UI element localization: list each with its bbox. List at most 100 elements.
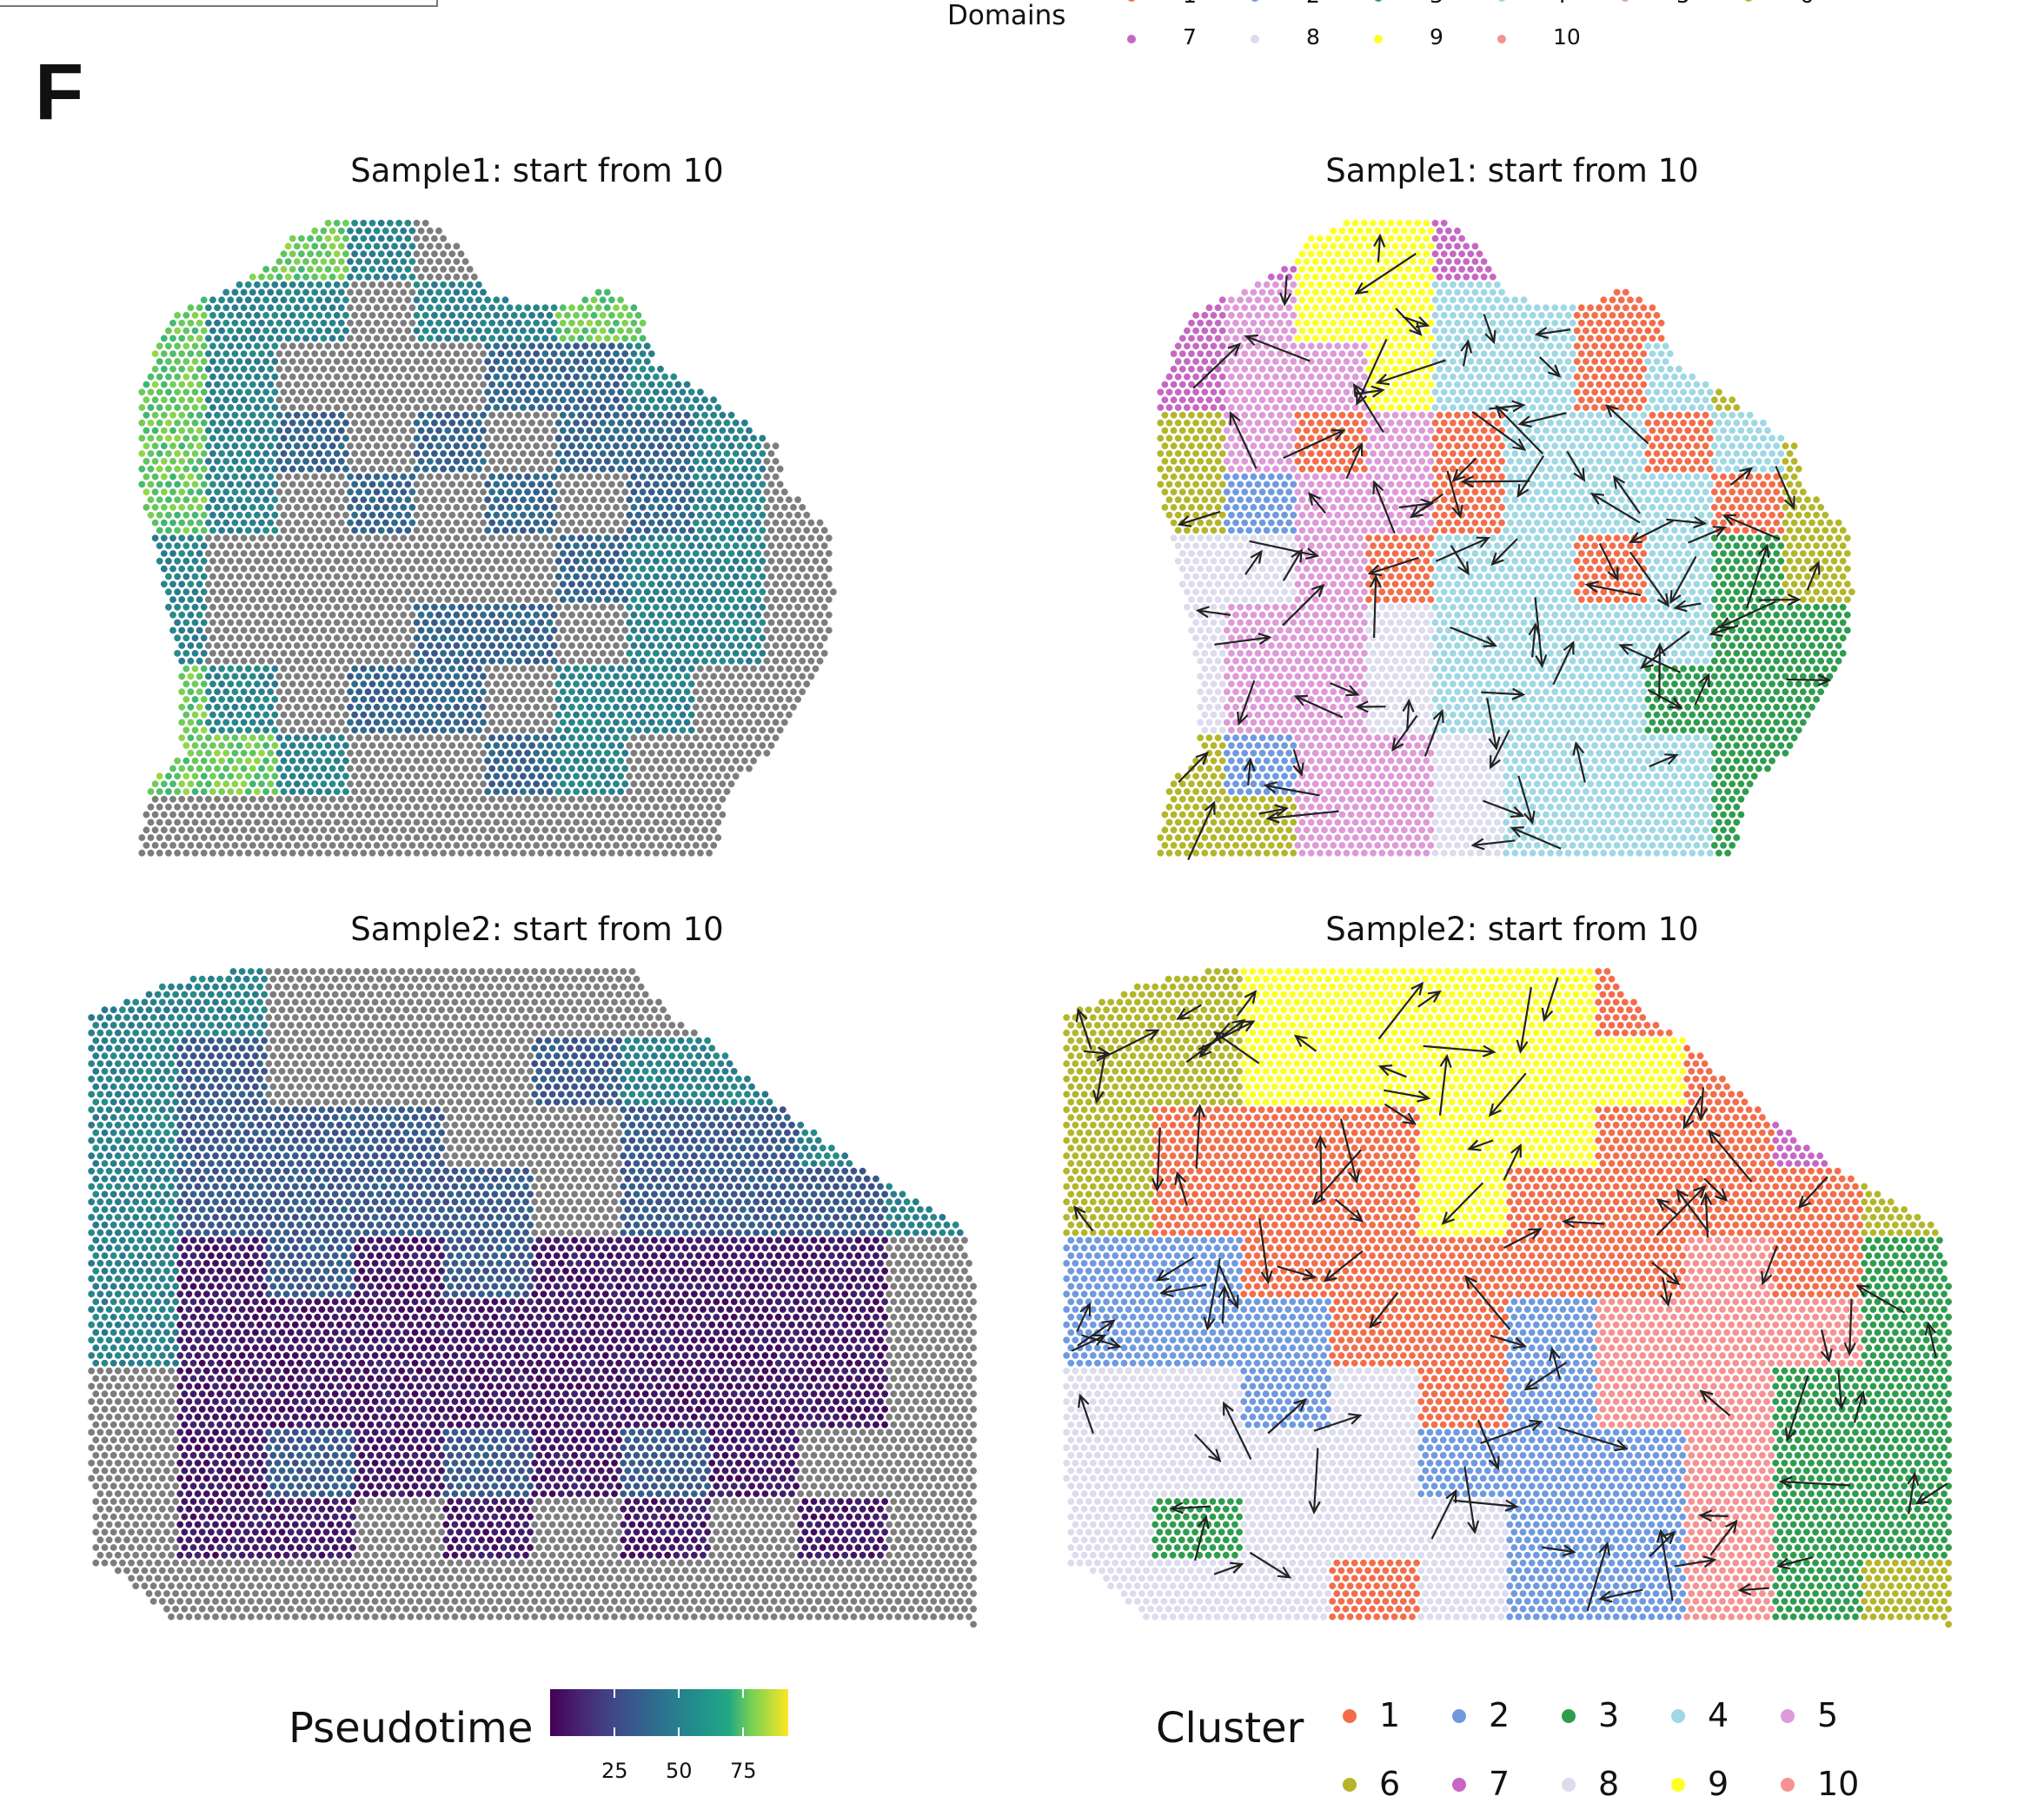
pseudotime-spot xyxy=(777,542,784,549)
pseudotime-spot xyxy=(697,404,704,411)
pseudotime-spot xyxy=(315,712,322,719)
pseudotime-spot xyxy=(560,642,567,649)
pseudotime-spot xyxy=(458,296,465,303)
pseudotime-spot xyxy=(182,420,189,427)
pseudotime-spot xyxy=(626,819,633,826)
pseudotime-spot xyxy=(515,796,522,803)
pseudotime-spot xyxy=(302,780,309,787)
pseudotime-spot xyxy=(710,719,717,726)
pseudotime-spot xyxy=(458,542,465,549)
pseudotime-spot xyxy=(355,780,362,787)
pseudotime-spot xyxy=(262,772,269,779)
pseudotime-spot xyxy=(688,650,695,657)
pseudotime-spot xyxy=(302,704,309,711)
pseudotime-spot xyxy=(321,428,328,434)
pseudotime-spot xyxy=(422,634,429,641)
pseudotime-spot xyxy=(454,658,461,665)
pseudotime-spot xyxy=(258,504,265,511)
pseudotime-spot xyxy=(440,388,447,395)
pseudotime-spot xyxy=(143,488,150,495)
pseudotime-spot xyxy=(315,296,322,303)
pseudotime-spot xyxy=(817,596,824,603)
pseudotime-spot xyxy=(347,396,354,403)
pseudotime-spot xyxy=(178,766,185,772)
pseudotime-spot xyxy=(435,534,442,541)
pseudotime-spot xyxy=(750,496,757,503)
pseudotime-spot xyxy=(564,588,571,595)
pseudotime-spot xyxy=(342,296,349,303)
pseudotime-spot xyxy=(258,381,265,388)
pseudotime-spot xyxy=(391,750,398,757)
pseudotime-spot xyxy=(334,772,341,779)
pseudotime-spot xyxy=(688,558,695,565)
pseudotime-spot xyxy=(600,542,607,549)
pseudotime-spot xyxy=(418,442,425,449)
pseudotime-spot xyxy=(728,580,735,587)
pseudotime-spot xyxy=(714,466,721,473)
pseudotime-spot xyxy=(706,558,713,565)
pseudotime-spot xyxy=(573,542,580,549)
pseudotime-spot xyxy=(551,520,558,527)
pseudotime-spot xyxy=(781,642,788,649)
pseudotime-spot xyxy=(741,450,748,457)
pseudotime-spot xyxy=(817,642,824,649)
pseudotime-spot xyxy=(236,604,243,611)
pseudotime-spot xyxy=(365,627,372,634)
pseudotime-spot xyxy=(205,520,212,527)
pseudotime-spot xyxy=(400,826,407,833)
pseudotime-spot xyxy=(395,680,402,687)
pseudotime-spot xyxy=(404,466,411,473)
pseudotime-spot xyxy=(604,658,611,665)
pseudotime-spot xyxy=(271,558,278,565)
pseudotime-spot xyxy=(236,481,243,488)
pseudotime-spot xyxy=(520,604,527,611)
pseudotime-spot xyxy=(241,750,248,757)
pseudotime-spot xyxy=(484,296,491,303)
pseudotime-spot xyxy=(294,550,301,557)
pseudotime-spot xyxy=(276,673,283,680)
pseudotime-spot xyxy=(454,812,461,819)
pseudotime-spot xyxy=(315,404,322,411)
pseudotime-spot xyxy=(315,527,322,534)
pseudotime-spot xyxy=(325,435,332,442)
pseudotime-spot xyxy=(422,404,429,411)
pseudotime-spot xyxy=(374,750,381,757)
pseudotime-spot xyxy=(440,282,447,288)
pseudotime-spot xyxy=(710,580,717,587)
pseudotime-spot xyxy=(365,274,372,281)
pseudotime-spot xyxy=(321,381,328,388)
pseudotime-spot xyxy=(249,396,256,403)
pseudotime-spot xyxy=(218,358,225,365)
pseudotime-spot xyxy=(640,366,647,373)
pseudotime-spot xyxy=(533,458,540,465)
pseudotime-spot xyxy=(587,812,594,819)
pseudotime-spot xyxy=(196,304,203,311)
pseudotime-spot xyxy=(241,566,248,573)
pseudotime-spot xyxy=(560,474,567,481)
pseudotime-spot xyxy=(675,566,682,573)
pseudotime-spot xyxy=(821,588,828,595)
pseudotime-spot xyxy=(587,780,594,787)
pseudotime-spot xyxy=(325,758,332,765)
pseudotime-spot xyxy=(661,404,668,411)
pseudotime-spot xyxy=(604,304,611,311)
pseudotime-spot xyxy=(448,650,455,657)
pseudotime-spot xyxy=(232,812,239,819)
pseudotime-spot xyxy=(750,481,757,488)
pseudotime-spot xyxy=(245,620,252,626)
pseudotime-spot xyxy=(533,719,540,726)
pseudotime-spot xyxy=(631,596,638,603)
pseudotime-spot xyxy=(245,312,252,319)
pseudotime-spot xyxy=(374,428,381,434)
pseudotime-spot xyxy=(826,580,833,587)
pseudotime-spot xyxy=(391,366,398,373)
pseudotime-spot xyxy=(374,289,381,296)
pseudotime-spot xyxy=(454,719,461,726)
pseudotime-spot xyxy=(488,673,495,680)
pseudotime-spot xyxy=(387,696,394,703)
pseudotime-spot xyxy=(374,704,381,711)
pseudotime-spot xyxy=(192,650,199,657)
pseudotime-spot xyxy=(444,550,451,557)
pseudotime-spot xyxy=(768,650,775,657)
pseudotime-spot xyxy=(342,220,349,227)
